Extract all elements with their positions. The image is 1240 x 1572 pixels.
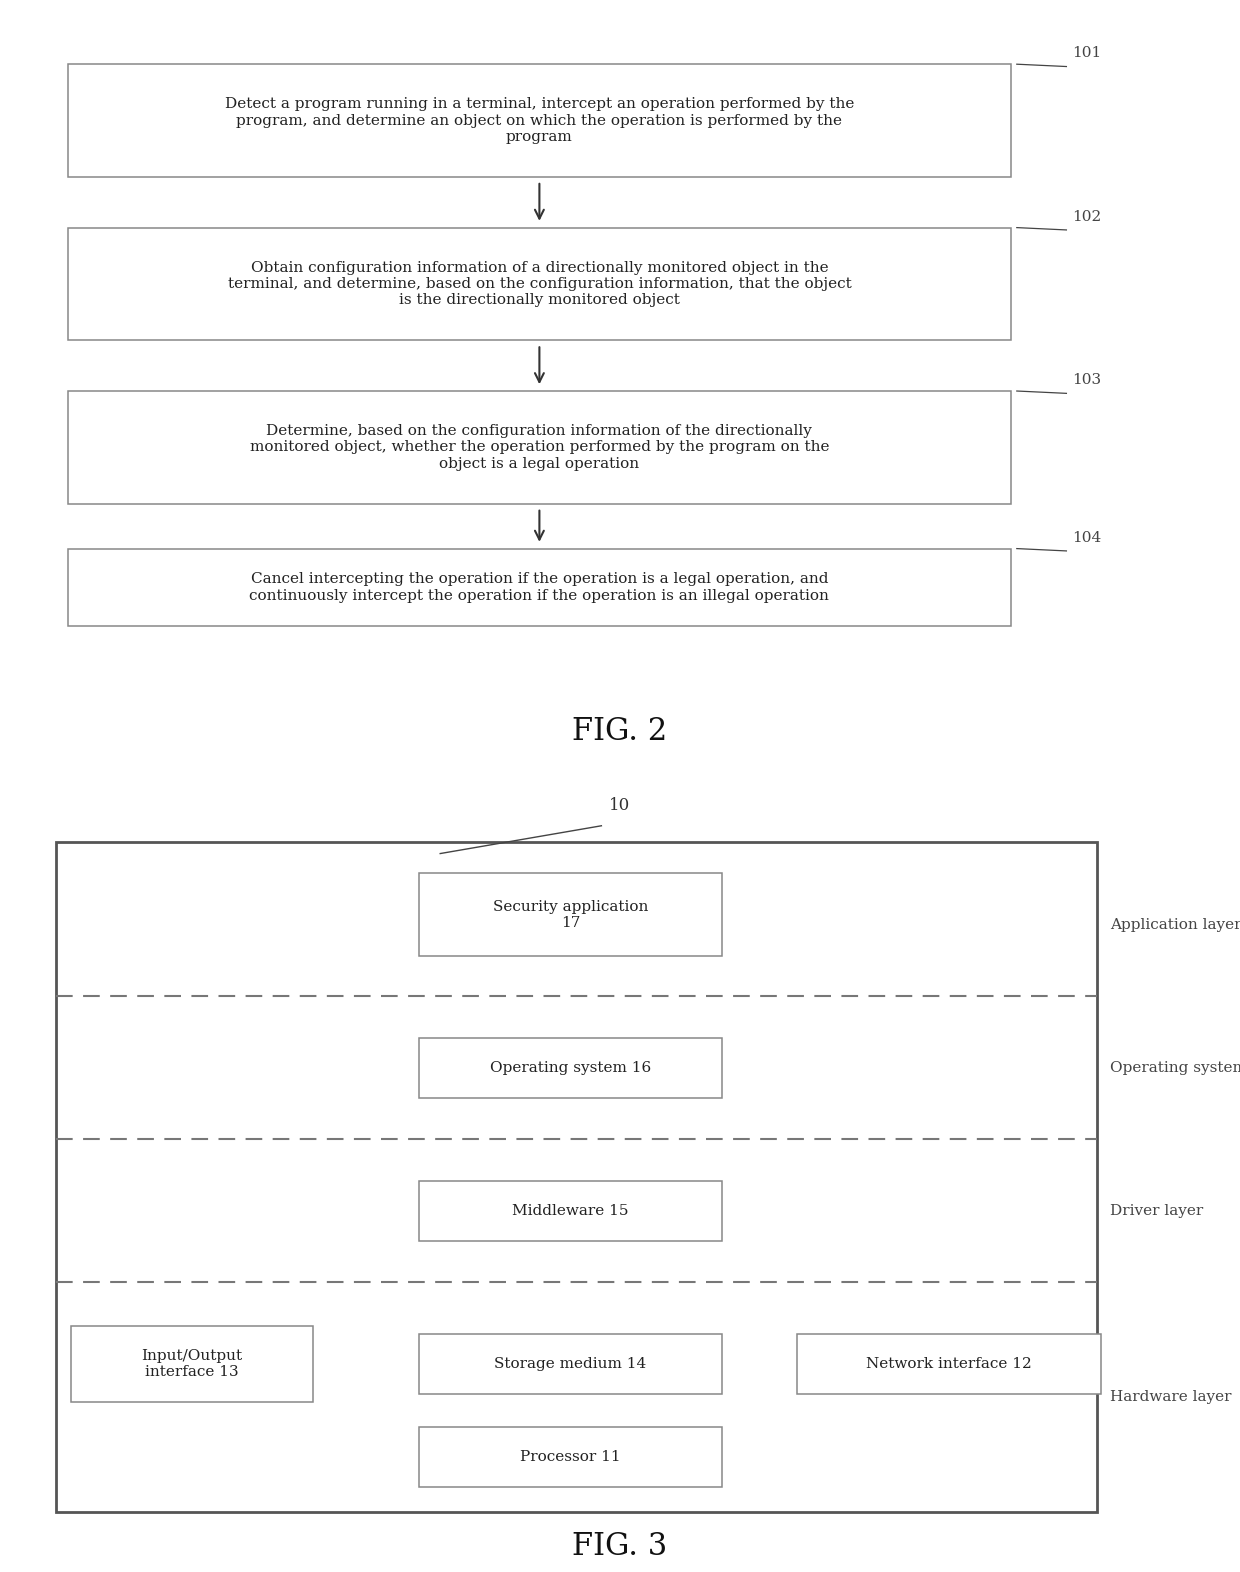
FancyBboxPatch shape	[68, 228, 1011, 341]
Text: Cancel intercepting the operation if the operation is a legal operation, and
con: Cancel intercepting the operation if the…	[249, 572, 830, 602]
FancyBboxPatch shape	[56, 841, 1097, 1512]
Text: Input/Output
interface 13: Input/Output interface 13	[141, 1349, 243, 1379]
Text: Obtain configuration information of a directionally monitored object in the
term: Obtain configuration information of a di…	[227, 261, 852, 307]
Text: Operating system 16: Operating system 16	[490, 1061, 651, 1075]
FancyBboxPatch shape	[68, 64, 1011, 178]
Text: Middleware 15: Middleware 15	[512, 1204, 629, 1218]
Text: Security application
17: Security application 17	[492, 899, 649, 929]
Text: 102: 102	[1073, 209, 1102, 223]
FancyBboxPatch shape	[419, 1335, 722, 1394]
Text: Driver layer: Driver layer	[1110, 1204, 1203, 1218]
FancyBboxPatch shape	[419, 1427, 722, 1487]
FancyBboxPatch shape	[419, 1181, 722, 1240]
FancyBboxPatch shape	[797, 1335, 1101, 1394]
FancyBboxPatch shape	[68, 549, 1011, 626]
Text: Storage medium 14: Storage medium 14	[495, 1357, 646, 1371]
Text: FIG. 2: FIG. 2	[573, 715, 667, 747]
FancyBboxPatch shape	[419, 1038, 722, 1097]
Text: Network interface 12: Network interface 12	[866, 1357, 1032, 1371]
Text: 10: 10	[609, 797, 631, 814]
Text: 101: 101	[1073, 46, 1102, 60]
FancyBboxPatch shape	[68, 391, 1011, 505]
Text: 103: 103	[1073, 373, 1101, 387]
Text: Determine, based on the configuration information of the directionally
monitored: Determine, based on the configuration in…	[249, 424, 830, 470]
Text: Operating system layer: Operating system layer	[1110, 1061, 1240, 1075]
Text: Processor 11: Processor 11	[520, 1449, 621, 1464]
Text: Application layer: Application layer	[1110, 918, 1240, 932]
FancyBboxPatch shape	[419, 872, 722, 956]
Text: 104: 104	[1073, 531, 1102, 545]
Text: FIG. 3: FIG. 3	[573, 1531, 667, 1563]
Text: Detect a program running in a terminal, intercept an operation performed by the
: Detect a program running in a terminal, …	[224, 97, 854, 143]
Text: Hardware layer: Hardware layer	[1110, 1390, 1231, 1404]
FancyBboxPatch shape	[71, 1327, 312, 1402]
